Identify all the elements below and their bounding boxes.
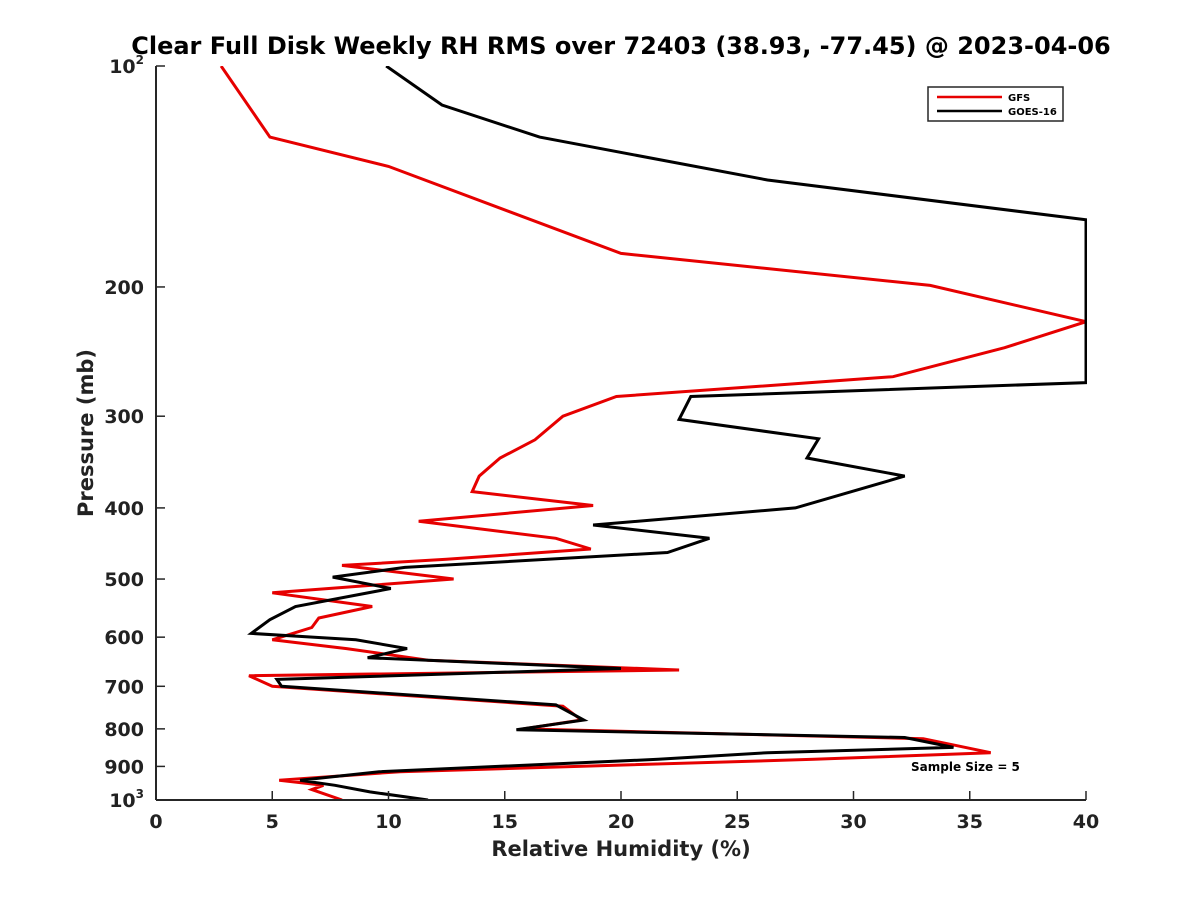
y-tick-label: 400	[104, 498, 144, 520]
x-tick-label: 5	[266, 811, 279, 833]
series-layer	[219, 66, 1087, 800]
y-tick-label: 200	[104, 277, 144, 299]
y-tick-label: 102	[109, 53, 144, 78]
legend-label-goes16: GOES-16	[1008, 107, 1057, 118]
x-tick-label: 10	[375, 811, 401, 833]
x-axis-ticks: 0 5 10 15 20 25 30 35 40	[149, 791, 1099, 833]
x-tick-label: 40	[1073, 811, 1099, 833]
sample-size-annotation: Sample Size = 5	[911, 760, 1020, 774]
plot-area	[156, 66, 1086, 800]
x-tick-label: 15	[492, 811, 518, 833]
legend: GFS GOES-16	[927, 86, 1064, 122]
y-tick-label: 600	[104, 627, 144, 649]
y-tick-label: 900	[104, 756, 144, 778]
y-tick-label: 500	[104, 569, 144, 591]
x-tick-label: 30	[840, 811, 866, 833]
x-tick-label: 0	[149, 811, 162, 833]
x-tick-label: 25	[724, 811, 750, 833]
series-line-goes16	[247, 66, 1087, 800]
legend-box	[927, 86, 1064, 122]
x-tick-label: 20	[608, 811, 634, 833]
x-axis-label: Relative Humidity (%)	[491, 837, 750, 861]
y-axis-ticks: 102 200 300 400 500 600 700 800 900 103	[104, 53, 165, 812]
y-tick-label: 300	[104, 406, 144, 428]
y-tick-label: 103	[109, 787, 144, 812]
chart-title: Clear Full Disk Weekly RH RMS over 72403…	[131, 32, 1111, 60]
legend-label-gfs: GFS	[1008, 93, 1030, 104]
x-tick-label: 35	[957, 811, 983, 833]
series-line-gfs	[219, 66, 1087, 800]
y-axis-label: Pressure (mb)	[74, 349, 98, 517]
y-tick-label: 700	[104, 676, 144, 698]
y-tick-label: 800	[104, 719, 144, 741]
